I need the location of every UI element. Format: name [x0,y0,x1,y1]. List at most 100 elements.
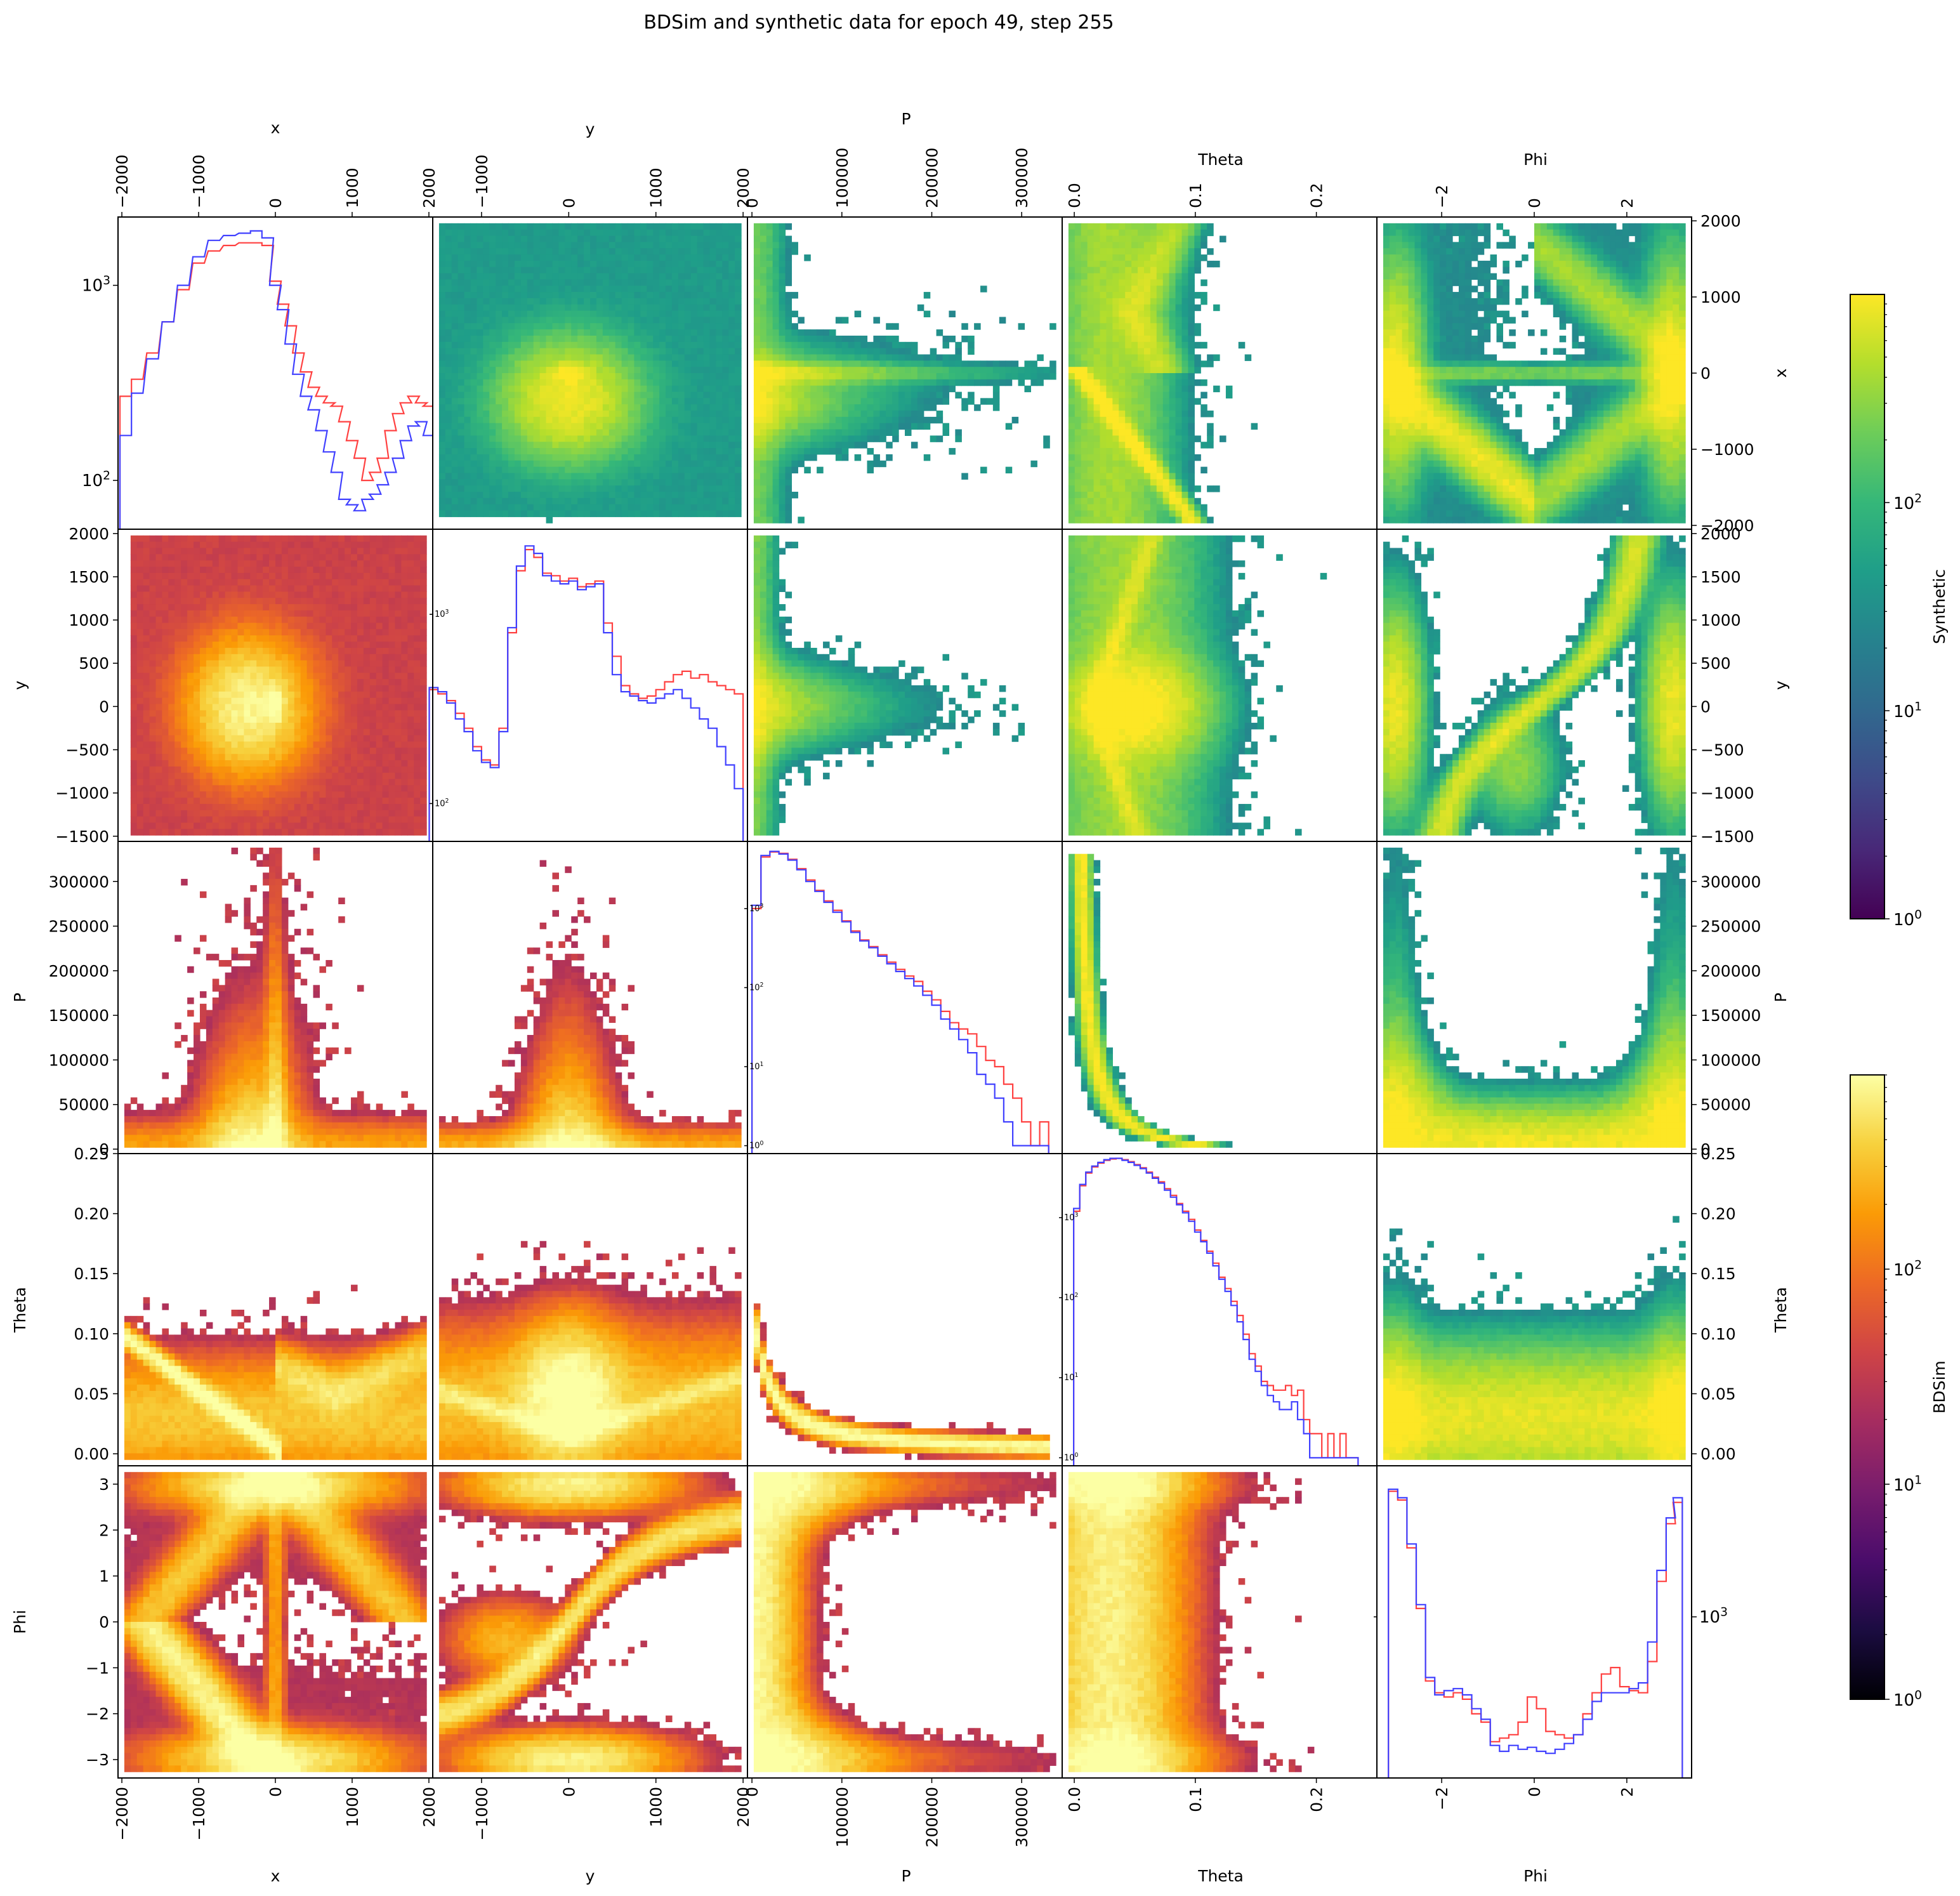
heatmap-cell [722,411,729,417]
heatmap-cell [1383,386,1390,392]
heatmap-cell [483,386,490,392]
heatmap-cell [445,236,452,242]
heatmap-cell [471,342,478,348]
heatmap-cell [1075,305,1082,311]
heatmap-cell [647,398,654,404]
heatmap-cell [842,379,849,386]
heatmap-cell [1478,223,1485,230]
heatmap-cell [489,342,496,348]
heatmap-cell [1440,404,1447,411]
heatmap-cell [1088,479,1095,485]
heatmap-cell [1157,292,1164,298]
heatmap-cell [873,373,880,379]
heatmap-cell [527,442,534,448]
heatmap-cell [628,379,635,386]
heatmap-cell [471,435,478,442]
heatmap-cell [697,230,704,236]
heatmap-cell [930,367,937,373]
heatmap-cell [1069,473,1075,479]
heatmap-cell [1484,504,1491,511]
heatmap-cell [603,311,610,317]
heatmap-cell [659,411,666,417]
heatmap-cell [1081,485,1088,492]
heatmap-cell [1176,492,1183,498]
heatmap-cell [691,267,698,273]
heatmap-cell [786,267,793,273]
heatmap-cell [823,354,830,360]
heatmap-cell [489,373,496,379]
heatmap-cell [1440,498,1447,504]
heatmap-cell [898,379,905,386]
heatmap-cell [1396,392,1403,398]
heatmap-cell [1478,492,1485,498]
heatmap-cell [464,298,471,305]
heatmap-cell [754,510,761,517]
heatmap-cell [653,305,660,311]
heatmap-cell [760,261,767,267]
heatmap-cell [779,342,786,348]
heatmap-cell [704,448,711,454]
heatmap-cell [540,286,547,292]
heatmap-cell [577,498,584,504]
heatmap-cell [892,360,899,367]
heatmap-cell [622,430,629,436]
heatmap-cell [508,411,515,417]
heatmap-cell [1459,311,1466,317]
heatmap-cell [1188,317,1195,323]
heatmap-cell [1112,411,1119,417]
heatmap-cell [653,492,660,498]
heatmap-cell [773,386,780,392]
heatmap-cell [1176,510,1183,517]
heatmap-cell [534,367,541,373]
heatmap-cell [1427,386,1434,392]
heatmap-cell [786,430,793,436]
heatmap-cell [590,348,597,355]
heatmap-cell [1465,510,1472,517]
heatmap-cell [508,417,515,423]
heatmap-cell [584,329,591,336]
heatmap-cell [508,329,515,336]
heatmap-cell [483,236,490,242]
heatmap-cell [590,329,597,336]
heatmap-cell [546,267,553,273]
heatmap-cell [1144,510,1151,517]
heatmap-cell [653,435,660,442]
heatmap-cell [1440,223,1447,230]
heatmap-cell [716,242,723,248]
heatmap-cell [773,242,780,248]
heatmap-cell [722,305,729,311]
heatmap-cell [855,398,862,404]
heatmap-cell [943,398,950,404]
heatmap-cell [452,279,459,286]
heatmap-cell [452,504,459,511]
heatmap-cell [980,286,987,292]
heatmap-cell [1088,498,1095,504]
heatmap-cell [439,261,446,267]
heatmap-cell [1465,223,1472,230]
heatmap-cell [609,435,616,442]
heatmap-cell [685,342,692,348]
heatmap-cell [823,392,830,398]
heatmap-cell [1402,267,1409,273]
heatmap-cell [1176,423,1183,430]
heatmap-cell [1081,379,1088,386]
heatmap-cell [1125,329,1132,336]
heatmap-cell [911,442,918,448]
heatmap-cell [622,279,629,286]
heatmap-cell [489,485,496,492]
heatmap-cell [1157,261,1164,267]
heatmap-cell [766,261,773,267]
heatmap-cell [1194,323,1201,329]
heatmap-cell [786,354,793,360]
heatmap-cell [534,261,541,267]
heatmap-cell [1150,392,1157,398]
heatmap-cell [1402,354,1409,360]
heatmap-cell [596,448,603,454]
heatmap-cell [659,286,666,292]
heatmap-cell [540,261,547,267]
heatmap-cell [804,448,811,454]
heatmap-cell [628,435,635,442]
heatmap-cell [786,261,793,267]
heatmap-cell [735,461,742,467]
heatmap-cell [779,311,786,317]
